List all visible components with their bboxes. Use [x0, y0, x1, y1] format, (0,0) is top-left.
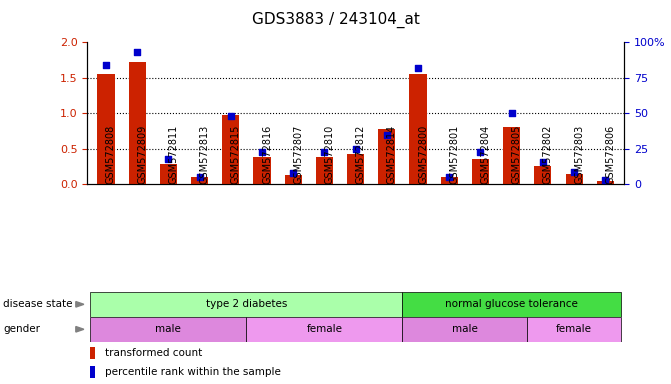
- Text: GSM572814: GSM572814: [387, 125, 397, 184]
- Point: [507, 110, 517, 116]
- Bar: [378, 129, 395, 184]
- Text: GSM572800: GSM572800: [418, 125, 428, 184]
- Text: GSM572809: GSM572809: [137, 125, 147, 184]
- Bar: [285, 175, 302, 184]
- Text: gender: gender: [3, 324, 40, 334]
- Text: GSM572815: GSM572815: [231, 125, 241, 184]
- Point: [382, 131, 393, 138]
- Text: transformed count: transformed count: [105, 348, 202, 358]
- Point: [569, 169, 580, 175]
- Bar: [91, 347, 95, 359]
- Bar: [316, 157, 333, 184]
- Point: [163, 156, 174, 162]
- Text: GSM572812: GSM572812: [356, 125, 366, 184]
- Bar: [403, 317, 527, 342]
- Point: [537, 159, 548, 165]
- Bar: [91, 317, 246, 342]
- Bar: [97, 74, 115, 184]
- Text: GSM572813: GSM572813: [199, 125, 209, 184]
- Text: GSM572803: GSM572803: [574, 125, 584, 184]
- Bar: [254, 157, 270, 184]
- Text: male: male: [156, 324, 181, 334]
- Text: GSM572805: GSM572805: [512, 125, 521, 184]
- Text: percentile rank within the sample: percentile rank within the sample: [105, 367, 281, 377]
- Bar: [534, 166, 552, 184]
- Text: GSM572807: GSM572807: [293, 125, 303, 184]
- Point: [132, 49, 142, 55]
- Polygon shape: [76, 326, 84, 332]
- Bar: [347, 154, 364, 184]
- Point: [413, 65, 423, 71]
- Text: GSM572804: GSM572804: [480, 125, 491, 184]
- Bar: [160, 164, 177, 184]
- Bar: [597, 181, 614, 184]
- Text: female: female: [307, 324, 342, 334]
- Bar: [191, 177, 208, 184]
- Bar: [246, 317, 403, 342]
- Point: [319, 149, 329, 155]
- Bar: [222, 116, 240, 184]
- Bar: [527, 317, 621, 342]
- Text: female: female: [556, 324, 592, 334]
- Point: [350, 146, 361, 152]
- Text: male: male: [452, 324, 478, 334]
- Point: [600, 177, 611, 183]
- Bar: [441, 177, 458, 184]
- Bar: [91, 366, 95, 379]
- Text: GSM572808: GSM572808: [106, 125, 116, 184]
- Bar: [129, 62, 146, 184]
- Text: GSM572816: GSM572816: [262, 125, 272, 184]
- Polygon shape: [76, 301, 84, 307]
- Text: GSM572806: GSM572806: [605, 125, 615, 184]
- Text: GSM572802: GSM572802: [543, 125, 553, 184]
- Text: GSM572811: GSM572811: [168, 125, 178, 184]
- Text: normal glucose tolerance: normal glucose tolerance: [446, 299, 578, 310]
- Text: GDS3883 / 243104_at: GDS3883 / 243104_at: [252, 12, 419, 28]
- Bar: [566, 174, 582, 184]
- Point: [256, 149, 267, 155]
- Point: [288, 170, 299, 176]
- Point: [444, 174, 455, 180]
- Bar: [472, 159, 489, 184]
- Point: [225, 113, 236, 119]
- Bar: [403, 292, 621, 317]
- Bar: [503, 127, 520, 184]
- Text: GSM572801: GSM572801: [450, 125, 459, 184]
- Bar: [91, 292, 403, 317]
- Point: [101, 62, 111, 68]
- Bar: [409, 74, 427, 184]
- Point: [194, 174, 205, 180]
- Text: GSM572810: GSM572810: [324, 125, 334, 184]
- Text: disease state: disease state: [3, 299, 73, 310]
- Point: [475, 149, 486, 155]
- Text: type 2 diabetes: type 2 diabetes: [206, 299, 287, 310]
